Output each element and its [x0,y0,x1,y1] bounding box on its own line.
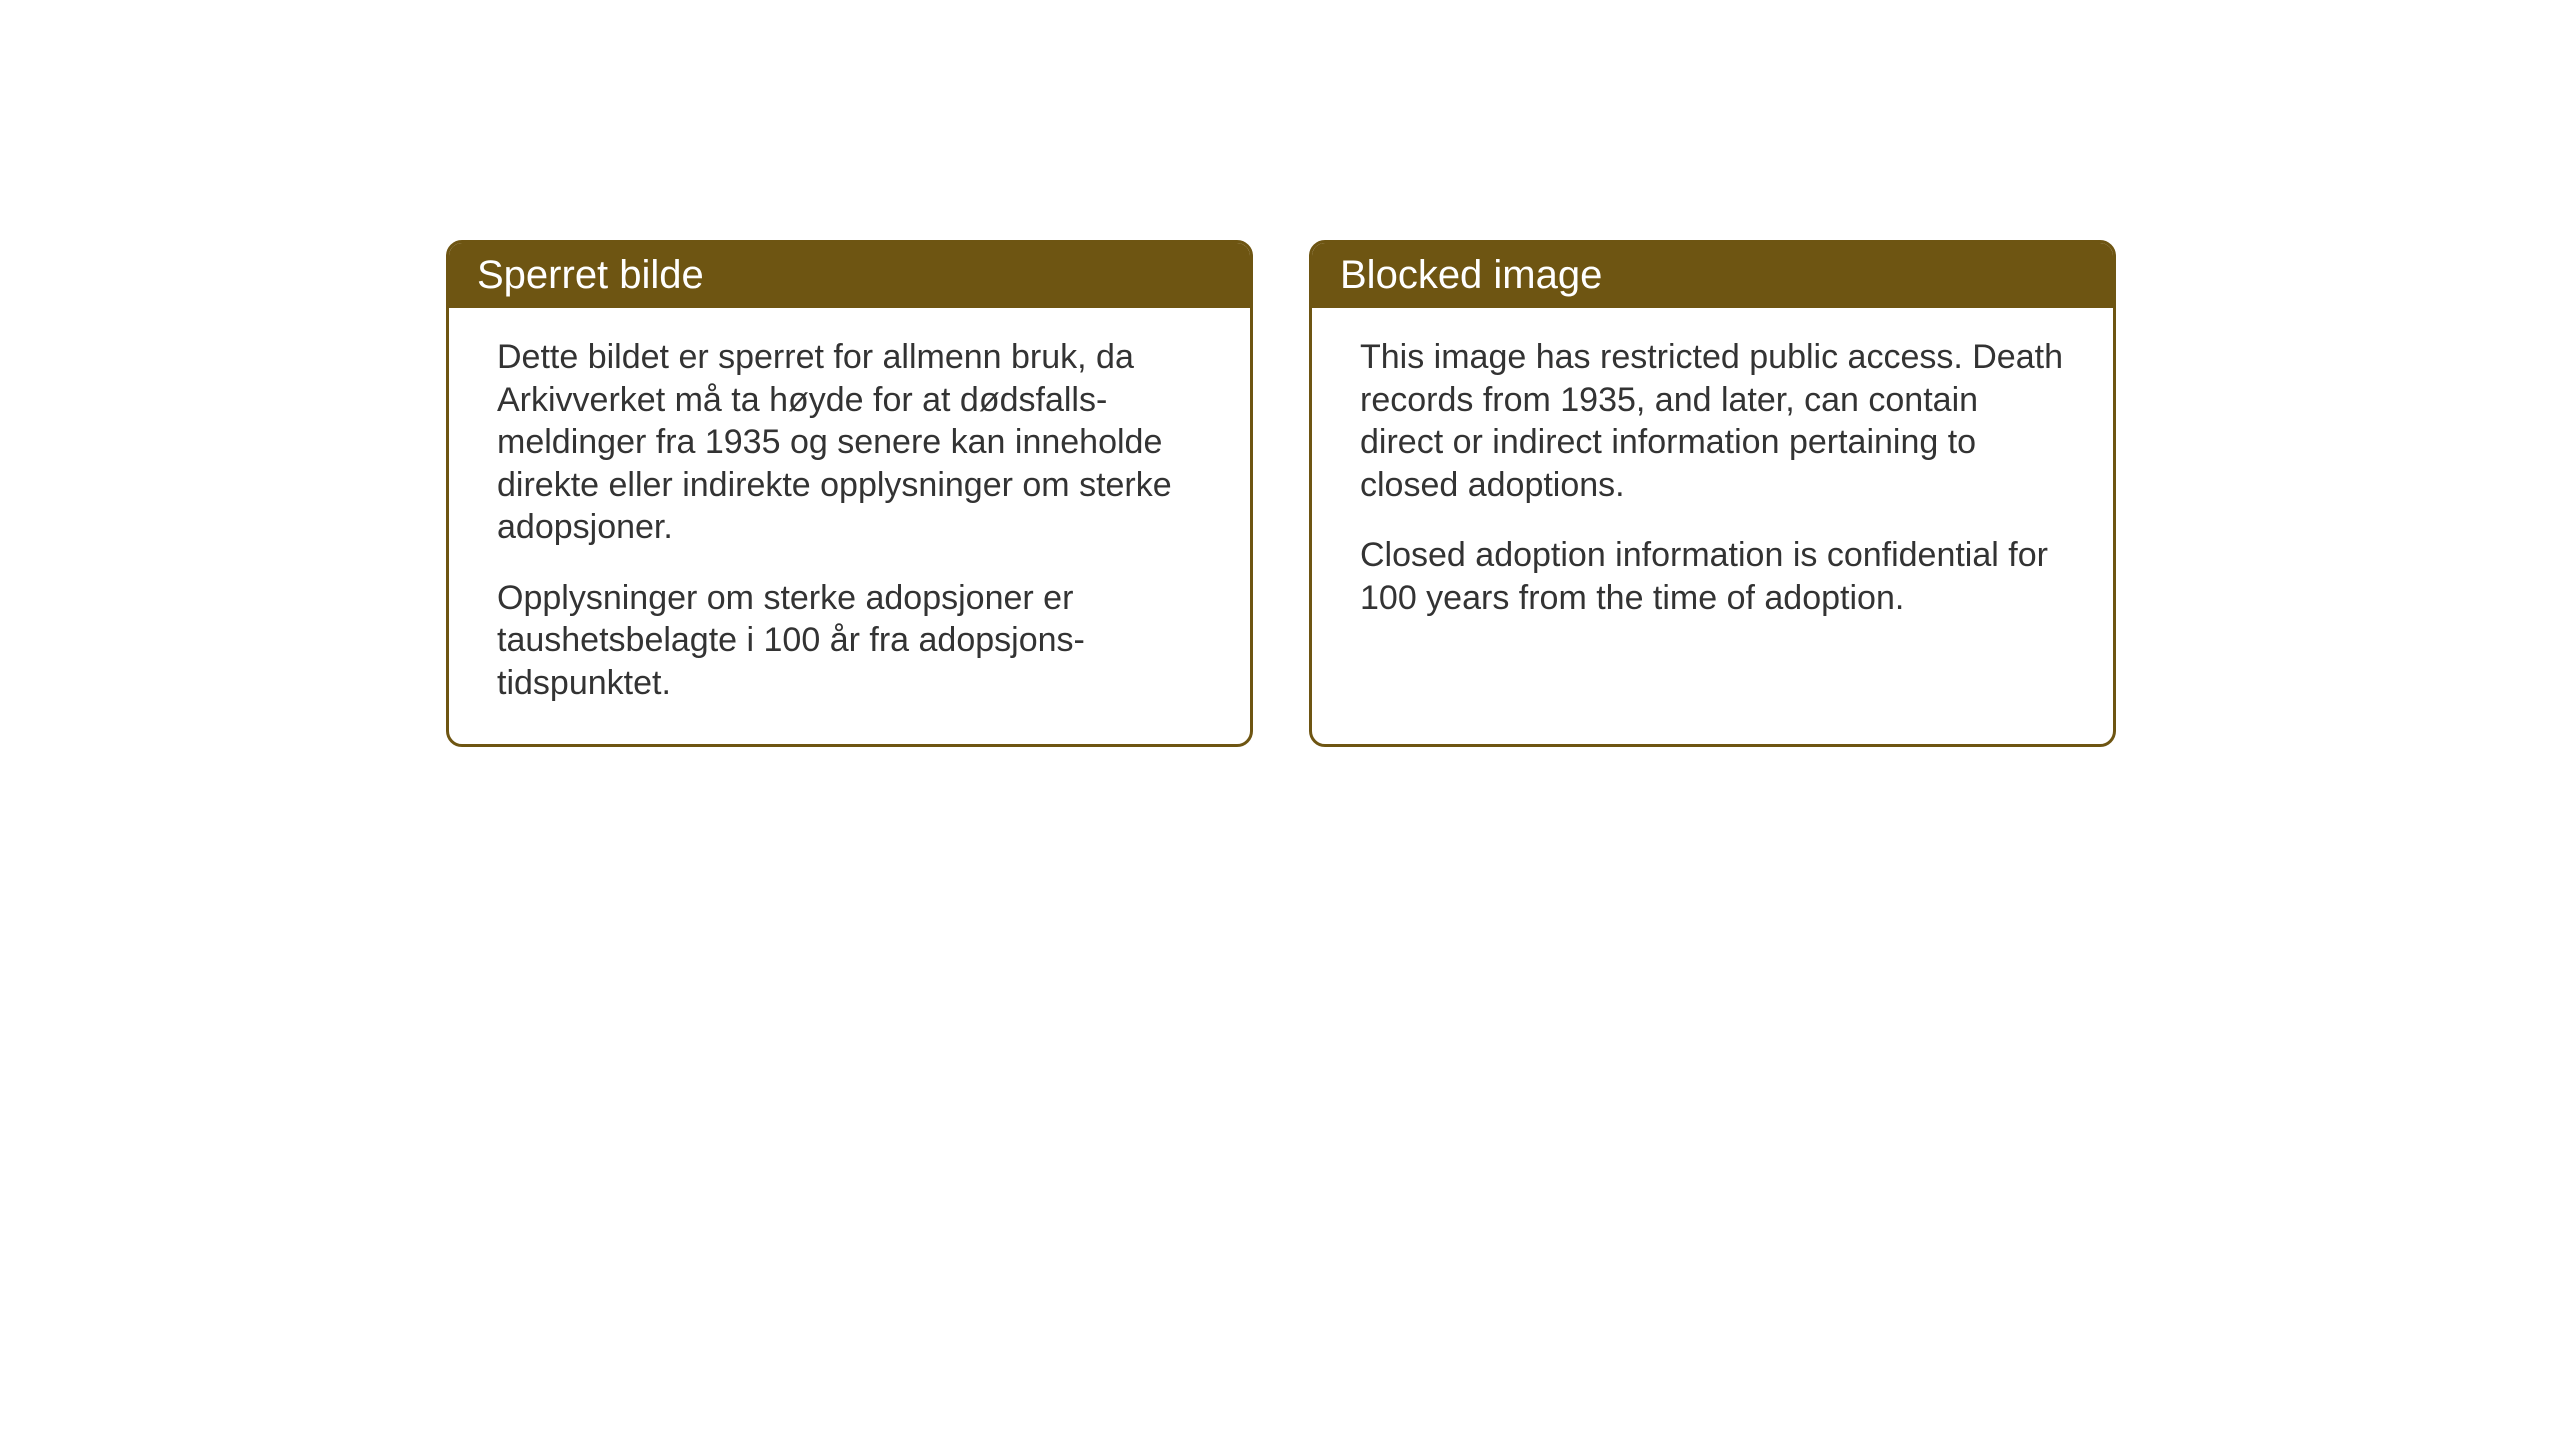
card-paragraph-2-english: Closed adoption information is confident… [1360,534,2065,619]
card-paragraph-2-norwegian: Opplysninger om sterke adopsjoner er tau… [497,577,1202,705]
notice-card-norwegian: Sperret bilde Dette bildet er sperret fo… [446,240,1253,747]
card-body-norwegian: Dette bildet er sperret for allmenn bruk… [449,308,1250,744]
card-body-english: This image has restricted public access.… [1312,308,2113,659]
card-title-english: Blocked image [1312,243,2113,308]
notice-container: Sperret bilde Dette bildet er sperret fo… [446,240,2116,747]
card-title-norwegian: Sperret bilde [449,243,1250,308]
card-paragraph-1-english: This image has restricted public access.… [1360,336,2065,506]
card-paragraph-1-norwegian: Dette bildet er sperret for allmenn bruk… [497,336,1202,549]
notice-card-english: Blocked image This image has restricted … [1309,240,2116,747]
